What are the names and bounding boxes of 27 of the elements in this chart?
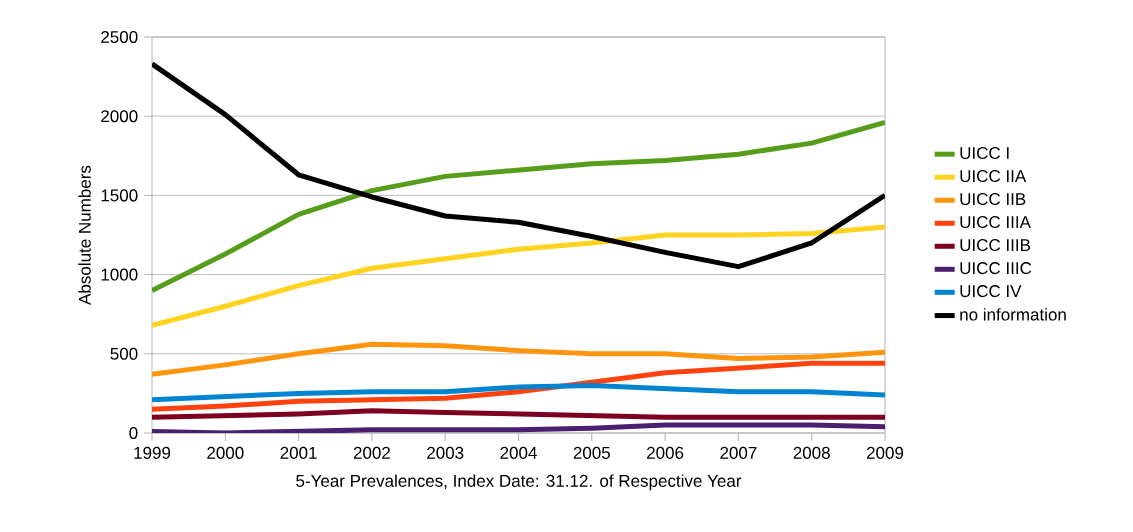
legend-label: UICC IIA [960, 170, 1027, 183]
legend-label: no information [960, 308, 1066, 321]
x-axis-title: 5-Year Prevalences, Index Date: 31.12. of Respective Year [296, 474, 742, 491]
legend-label: UICC IIIB [960, 239, 1031, 252]
legend-label: UICC IIB [960, 193, 1026, 206]
x-tick-label: 2002 [353, 446, 390, 459]
x-tick-label: 2004 [500, 446, 537, 459]
x-tick-label: 2001 [280, 446, 317, 459]
legend-label: UICC IIIC [960, 262, 1032, 275]
y-axis-title: Absolute Numbers [78, 165, 91, 305]
x-tick-label: 2008 [793, 446, 830, 459]
legend-label: UICC I [960, 146, 1009, 160]
y-tick-label: 2000 [101, 110, 138, 123]
x-tick-label: 2000 [207, 446, 244, 459]
x-tick-label: 1999 [134, 446, 171, 459]
x-tick-label: 2006 [647, 446, 684, 459]
x-tick-label: 2007 [720, 446, 757, 459]
y-tick-label: 0 [129, 426, 138, 440]
y-tick-label: 500 [110, 347, 138, 360]
x-tick-label: 2005 [573, 446, 610, 459]
y-tick-label: 2500 [101, 30, 138, 44]
y-tick-label: 1000 [101, 268, 138, 281]
x-tick-label: 2009 [866, 446, 904, 459]
legend-label: UICC IIIA [960, 216, 1031, 229]
x-tick-label: 2003 [427, 446, 464, 459]
y-tick-label: 1500 [101, 189, 138, 202]
legend-label: UICC IV [960, 285, 1022, 298]
